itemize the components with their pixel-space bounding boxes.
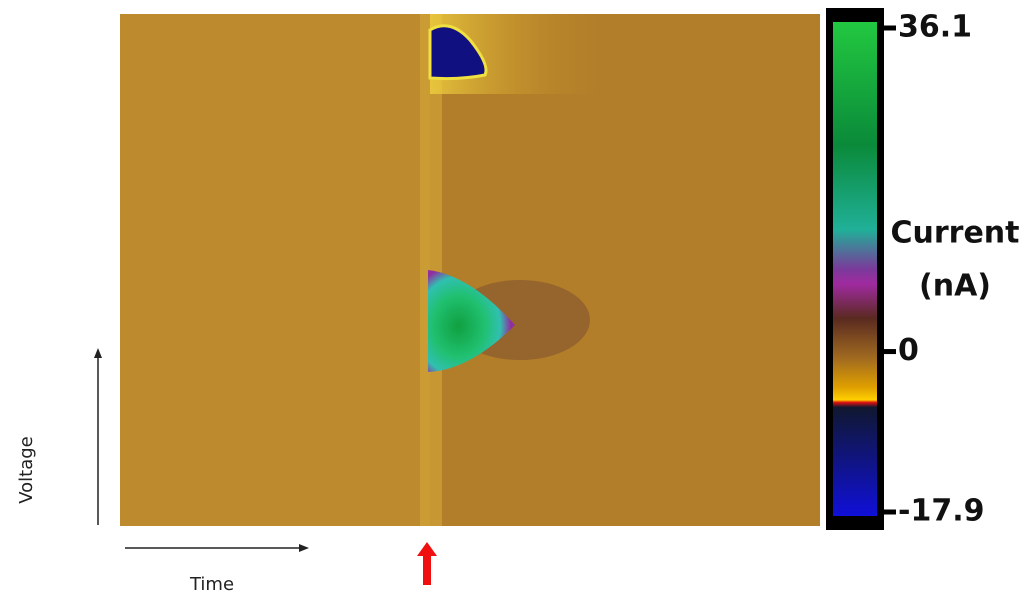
figure: Current (nA) 36.1 0 -17.9 Voltage Time [0, 0, 1026, 599]
red-arrow [417, 542, 437, 585]
tick-label: 0 [898, 333, 919, 368]
colorbar: Current (nA) 36.1 0 -17.9 [826, 8, 1020, 530]
colorbar-title: Current [890, 216, 1019, 251]
colorbar-title: (nA) [919, 269, 991, 304]
tick-label: -17.9 [898, 494, 984, 529]
x-axis-label: Time [189, 574, 234, 595]
heatmap [120, 14, 820, 526]
tick-label: 36.1 [898, 10, 972, 45]
y-axis-label: Voltage [16, 436, 37, 504]
